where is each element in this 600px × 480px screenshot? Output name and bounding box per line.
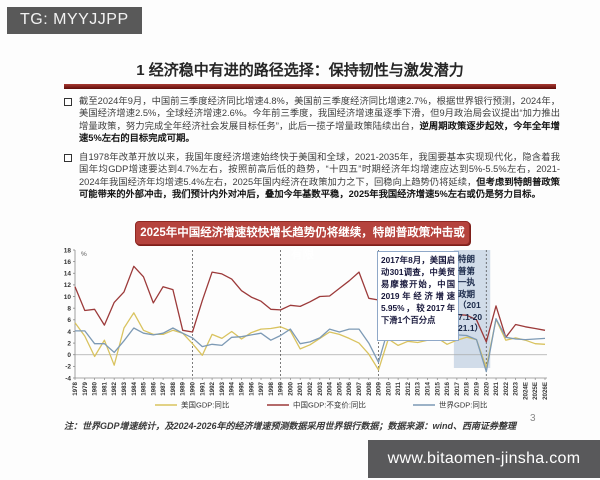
bullet-2-normal: 自1978年改革开放以来，我国年度经济增速始终快于美国和全球，2021-2035… (79, 152, 560, 187)
svg-text:1991: 1991 (199, 381, 206, 395)
svg-text:2006: 2006 (346, 381, 353, 395)
chart-headline-banner: 2025年中国经济增速较快增长趋势仍将继续，特朗普政策冲击或有限 (135, 221, 470, 261)
svg-text:2008: 2008 (366, 381, 373, 395)
svg-text:2007: 2007 (356, 381, 363, 395)
svg-text:2005: 2005 (336, 381, 343, 395)
svg-text:2020: 2020 (483, 381, 490, 395)
svg-text:2011: 2011 (395, 381, 402, 395)
svg-text:4: 4 (67, 329, 71, 336)
svg-text:10: 10 (64, 294, 72, 301)
svg-text:1993: 1993 (219, 381, 226, 395)
chart-annotation-301-investigation: 2017年8月，美国启动301调查，中美贸易摩擦开始，中国2019年经济增速5.… (377, 251, 459, 341)
svg-text:1992: 1992 (209, 381, 216, 395)
svg-text:2013: 2013 (415, 381, 422, 395)
telegram-watermark-badge: TG: MYYJJPP (7, 7, 142, 34)
svg-text:2017: 2017 (454, 381, 461, 395)
svg-text:2023: 2023 (513, 381, 520, 395)
bullet-item-2: 自1978年改革开放以来，我国年度经济增速始终快于美国和全球，2021-2035… (64, 151, 560, 200)
svg-text:2002: 2002 (307, 381, 314, 395)
svg-text:1979: 1979 (82, 381, 89, 395)
bullet-text-2: 自1978年改革开放以来，我国年度经济增速始终快于美国和全球，2021-2035… (79, 151, 560, 200)
svg-text:%: % (81, 251, 87, 258)
bullet-text-1: 截至2024年9月，中国前三季度经济同比增速4.8%，美国前三季度经济同比增速2… (79, 95, 560, 144)
chart-annotation-trump-first-term: 特朗普第一执政期（2017.1-2021.1） (458, 254, 484, 333)
svg-text:1994: 1994 (229, 381, 236, 395)
svg-text:2: 2 (67, 340, 71, 347)
svg-text:2000: 2000 (287, 381, 294, 395)
svg-text:1986: 1986 (150, 381, 157, 395)
svg-text:12: 12 (64, 282, 72, 289)
svg-text:2022: 2022 (503, 381, 510, 395)
series-世界GDP:同比 (75, 318, 546, 373)
bullet-list: 截至2024年9月，中国前三季度经济同比增速4.8%，美国前三季度经济同比增速2… (64, 95, 560, 207)
svg-text:-4: -4 (65, 375, 71, 382)
title-underline (64, 84, 556, 89)
square-bullet-icon (64, 154, 72, 163)
bullet-2-bold: 但考虑到特朗普政策可能带来的外部冲击，我们预计内外对冲后，叠加今年基数平稳，20… (79, 176, 560, 200)
page-number: 3 (530, 413, 536, 424)
bullet-1-bold: 逆周期政策逐步起效，今年全年增速5%左右的目标完成可期。 (79, 120, 560, 143)
svg-text:1995: 1995 (238, 381, 245, 395)
svg-text:2009: 2009 (376, 381, 383, 395)
svg-text:2014: 2014 (425, 381, 432, 395)
svg-text:1978: 1978 (72, 381, 79, 395)
svg-text:2018: 2018 (464, 381, 471, 395)
svg-text:14: 14 (64, 271, 72, 278)
svg-text:1999: 1999 (278, 381, 285, 395)
svg-text:2003: 2003 (317, 381, 324, 395)
svg-text:1985: 1985 (141, 381, 148, 395)
svg-text:2024E: 2024E (522, 382, 529, 400)
series-中国GDP:不变价:同比 (74, 265, 546, 343)
svg-text:1987: 1987 (160, 381, 167, 395)
svg-text:1980: 1980 (92, 381, 99, 395)
svg-text:0: 0 (67, 352, 71, 359)
svg-text:世界GDP:同比: 世界GDP:同比 (439, 400, 488, 410)
svg-text:2010: 2010 (385, 381, 392, 395)
svg-text:1997: 1997 (258, 381, 265, 395)
svg-text:1983: 1983 (121, 381, 128, 395)
svg-text:2012: 2012 (405, 381, 412, 395)
svg-text:6: 6 (67, 317, 71, 324)
svg-text:1984: 1984 (131, 381, 138, 395)
svg-text:1998: 1998 (268, 381, 275, 395)
svg-text:18: 18 (64, 247, 72, 254)
svg-text:2026E: 2026E (542, 382, 549, 400)
source-note: 注：世界GDP增速统计，及2024-2026年的经济增速预测数据采用世界银行数据… (64, 421, 517, 431)
svg-text:16: 16 (64, 259, 72, 266)
website-watermark-bar: www.bitaomen-jinsha.com (368, 440, 600, 478)
svg-text:中国GDP:不变价:同比: 中国GDP:不变价:同比 (293, 400, 366, 410)
chart-canvas: -4 -2 0 2 4 6 8 10 12 14 16 18% 1978 1979 1980 1981 1982… (64, 247, 549, 410)
page-title: 1 经济稳中有进的路径选择：保持韧性与激发潜力 (136, 62, 464, 79)
svg-text:1988: 1988 (170, 381, 177, 395)
bullet-item-1: 截至2024年9月，中国前三季度经济同比增速4.8%，美国前三季度经济同比增速2… (64, 95, 560, 144)
svg-text:2019: 2019 (473, 381, 480, 395)
svg-text:8: 8 (67, 305, 71, 312)
svg-text:1982: 1982 (111, 381, 118, 395)
svg-text:1981: 1981 (101, 381, 108, 395)
svg-text:美国GDP:同比: 美国GDP:同比 (181, 400, 230, 410)
gdp-growth-line-chart: -4 -2 0 2 4 6 8 10 12 14 16 18% 1978 1979 1980 1981 1982… (55, 245, 555, 415)
bullet-1-normal: 截至2024年9月，中国前三季度经济同比增速4.8%，美国前三季度经济同比增速2… (79, 96, 560, 131)
svg-text:-2: -2 (65, 364, 71, 371)
square-bullet-icon (64, 98, 72, 106)
svg-text:2021: 2021 (493, 381, 500, 395)
svg-text:1996: 1996 (248, 381, 255, 395)
svg-text:2015: 2015 (434, 381, 441, 395)
svg-text:2016: 2016 (444, 381, 451, 395)
svg-text:2004: 2004 (327, 381, 334, 395)
svg-text:2025E: 2025E (532, 382, 539, 400)
svg-text:1990: 1990 (190, 381, 197, 395)
trump-term-band (453, 250, 491, 368)
svg-text:2001: 2001 (297, 381, 304, 395)
svg-text:1989: 1989 (180, 381, 187, 395)
